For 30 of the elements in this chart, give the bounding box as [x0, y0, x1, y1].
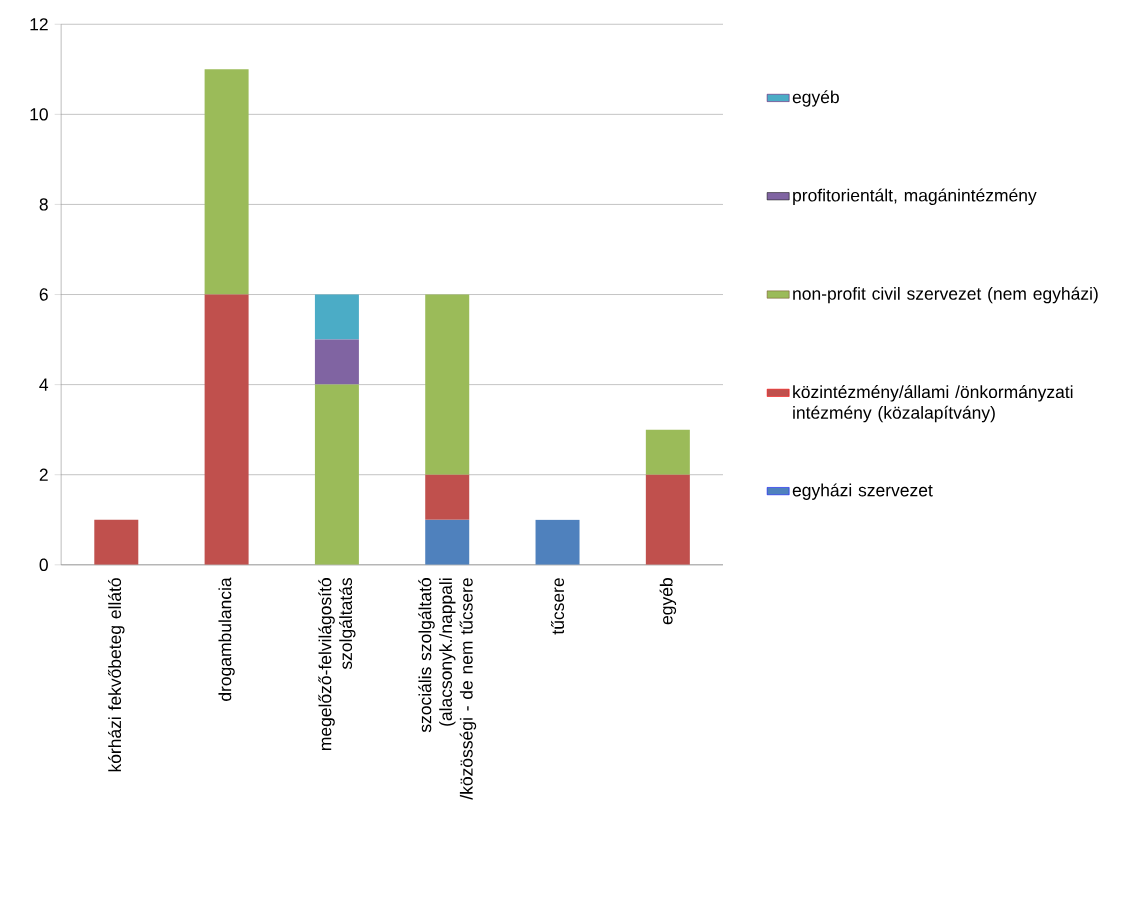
- y-tick-label: 12: [30, 18, 48, 31]
- legend-label: profitorientált, magánintézmény: [793, 188, 1037, 206]
- y-tick-label: 8: [39, 198, 48, 211]
- legend-label: közintézmény/állami /önkormányzati intézmény (közalapítvány): [793, 385, 1073, 423]
- bar: [425, 474, 470, 521]
- x-tick-label: drogambulancia: [218, 577, 235, 702]
- bar: [425, 294, 470, 475]
- legend-label: egyházi szervezet: [792, 483, 933, 501]
- bar: [204, 69, 249, 295]
- x-tick-label: szociális szolgáltató (alacsonyk./nappali /közösségi - de nem tűcsere: [418, 578, 477, 800]
- y-tick-label: 0: [39, 558, 48, 572]
- y-tick-label: 6: [39, 288, 48, 301]
- bar: [645, 429, 690, 475]
- bar: [314, 384, 359, 566]
- legend-label: non-profit civil szervezet (nem egyházi): [793, 287, 1098, 304]
- x-tick-label: egyéb: [659, 578, 677, 625]
- bar: [204, 294, 249, 566]
- y-tick-label: 2: [39, 468, 48, 482]
- bar: [314, 339, 359, 385]
- legend-label: egyéb: [792, 90, 839, 107]
- y-tick-label: 10: [30, 108, 48, 121]
- bar: [425, 520, 470, 566]
- x-tick-label: megelőző-felvilágosító szolgáltatás: [318, 578, 356, 751]
- bar: [314, 294, 359, 340]
- bar: [94, 520, 139, 566]
- x-tick-label: kórházi fekvőbeteg ellátó: [108, 578, 125, 772]
- bar: [645, 474, 690, 566]
- bar: [535, 520, 580, 566]
- x-tick-label: tűcsere: [551, 578, 565, 635]
- y-tick-label: 4: [39, 378, 49, 391]
